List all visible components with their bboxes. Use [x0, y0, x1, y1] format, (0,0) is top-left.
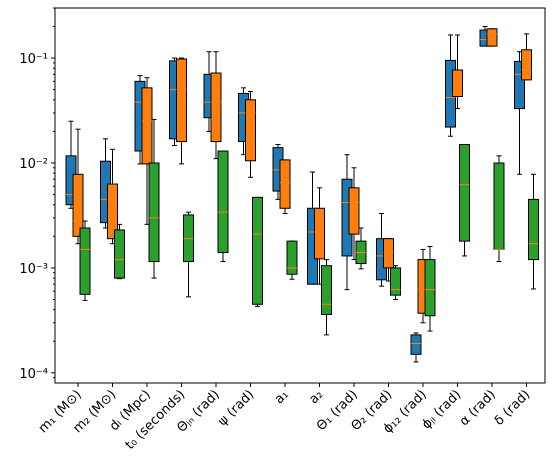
y-tick-label: 10⁻³ [19, 262, 48, 277]
box [176, 58, 187, 143]
box [286, 240, 298, 275]
box [348, 187, 360, 235]
box [383, 238, 394, 269]
x-tick-label: α (rad) [457, 387, 499, 429]
box [452, 69, 463, 98]
box [314, 207, 325, 260]
box [217, 150, 229, 254]
box [107, 183, 118, 240]
box [141, 87, 153, 165]
box [114, 229, 125, 279]
box [72, 173, 84, 237]
y-tick-label: 10⁻⁴ [19, 367, 48, 382]
box [79, 227, 91, 295]
box [459, 144, 470, 242]
box [528, 198, 539, 261]
box [424, 259, 436, 317]
box [486, 28, 498, 47]
box [252, 196, 263, 305]
box [514, 60, 525, 110]
box [148, 162, 160, 263]
x-tick-label: δ (rad) [492, 387, 534, 429]
box [245, 99, 256, 162]
x-tick-label: a₁ [272, 387, 292, 407]
y-tick-label: 10⁻¹ [19, 52, 48, 67]
box [321, 265, 332, 315]
y-tick-label: 10⁻² [19, 157, 48, 172]
box [390, 267, 401, 296]
box [521, 49, 532, 81]
box [279, 159, 291, 209]
box [410, 334, 422, 355]
x-tick-label: ψ (rad) [215, 387, 257, 429]
x-tick-label: a₂ [306, 387, 326, 407]
plot-frame [54, 7, 546, 384]
box [210, 72, 222, 143]
box [493, 162, 505, 250]
